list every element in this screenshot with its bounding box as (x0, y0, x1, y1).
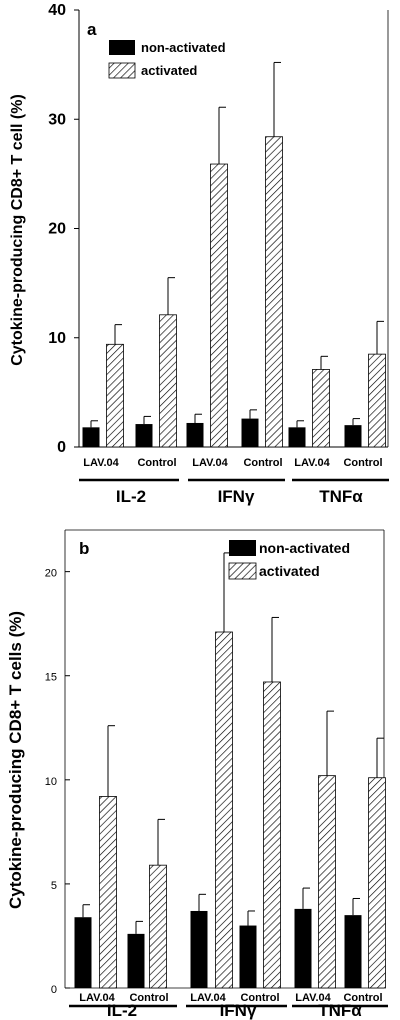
chart-panel-a: Cytokine-producing CD8+ T cell (%) 0 10 20… (9, 2, 389, 506)
category-label: LAV.04 (79, 992, 115, 1004)
bar-activated-1 (159, 314, 177, 448)
group-label: IFNγ (218, 487, 255, 506)
legend-swatch-hatched (228, 562, 257, 580)
y-tick-label: 10 (45, 776, 57, 788)
y-tick-label: 10 (48, 330, 66, 347)
panel-label: a (87, 20, 97, 39)
y-tick-label: 0 (51, 984, 57, 996)
group-label: TNFα (319, 487, 363, 506)
category-labels: LAV.04 Control LAV.04 Control LAV.04 Control (79, 992, 382, 1004)
chart-panel-b: Cytokine-producing CD8+ T cells (%) 0 5 10… (6, 529, 388, 1020)
y-tick-label: 20 (48, 221, 66, 238)
bar-non-activated-4 (288, 427, 306, 447)
bar-activated-0 (99, 796, 117, 989)
bar-non-activated-3 (239, 925, 257, 988)
legend-swatch-solid (229, 540, 256, 556)
category-label: LAV.04 (294, 457, 330, 469)
y-axis-ticks: 0 5 10 15 20 (45, 568, 70, 996)
bar-activated-2 (210, 163, 228, 448)
legend-label-non-activated: non-activated (141, 40, 226, 55)
y-tick-label: 30 (48, 111, 66, 128)
group-label: IL-2 (116, 487, 146, 506)
legend: non-activated activated (108, 40, 226, 79)
bar-non-activated-0 (82, 427, 100, 447)
y-tick-label: 40 (48, 2, 66, 19)
category-label: Control (137, 457, 176, 469)
panel-label: b (79, 539, 89, 558)
bar-activated-3 (263, 681, 281, 989)
bar-non-activated-2 (190, 910, 208, 988)
bar-non-activated-2 (186, 422, 204, 447)
bar-activated-0 (106, 343, 124, 448)
y-tick-label: 0 (57, 439, 66, 456)
category-label: LAV.04 (192, 457, 228, 469)
category-label: Control (343, 457, 382, 469)
bar-activated-4 (312, 369, 330, 448)
bar-activated-5 (368, 353, 386, 448)
bars (74, 552, 386, 989)
y-tick-label: 5 (51, 880, 57, 892)
bar-activated-2 (215, 631, 233, 989)
category-label: LAV.04 (295, 992, 331, 1004)
bar-activated-4 (318, 775, 336, 989)
category-label: Control (243, 457, 282, 469)
bar-activated-1 (149, 864, 167, 989)
bar-non-activated-3 (241, 418, 259, 447)
y-axis-label: Cytokine-producing CD8+ T cells (%) (6, 611, 25, 909)
legend: non-activated activated (228, 540, 350, 580)
legend-swatch-hatched (108, 62, 136, 79)
y-tick-label: 20 (45, 568, 57, 580)
legend-label-non-activated: non-activated (259, 540, 350, 556)
bars (82, 61, 386, 448)
legend-label-activated: activated (259, 563, 320, 579)
y-axis-ticks: 0 10 20 30 40 (48, 2, 79, 456)
bar-activated-5 (368, 777, 386, 989)
category-label: LAV.04 (190, 992, 226, 1004)
bar-non-activated-5 (344, 425, 362, 447)
bar-non-activated-0 (74, 917, 92, 988)
y-axis-label: Cytokine-producing CD8+ T cell (%) (9, 94, 26, 366)
bar-non-activated-1 (135, 424, 153, 447)
group-labels: IL-2 IFNγ TNFα (69, 1001, 388, 1020)
category-label: Control (343, 992, 382, 1004)
bar-non-activated-4 (294, 908, 312, 988)
category-label: Control (240, 992, 279, 1004)
group-label: IFNγ (220, 1001, 257, 1020)
legend-label-activated: activated (141, 63, 197, 78)
bar-non-activated-5 (344, 915, 362, 988)
bar-non-activated-1 (127, 933, 145, 988)
y-tick-label: 15 (45, 672, 57, 684)
category-label: LAV.04 (83, 457, 119, 469)
category-labels: LAV.04 Control LAV.04 Control LAV.04 Control (83, 457, 382, 469)
bar-activated-3 (265, 136, 283, 448)
group-label: IL-2 (107, 1001, 137, 1020)
group-labels: IL-2 IFNγ TNFα (79, 478, 389, 506)
group-label: TNFα (318, 1001, 362, 1020)
category-label: Control (129, 992, 168, 1004)
legend-swatch-solid (109, 40, 135, 55)
